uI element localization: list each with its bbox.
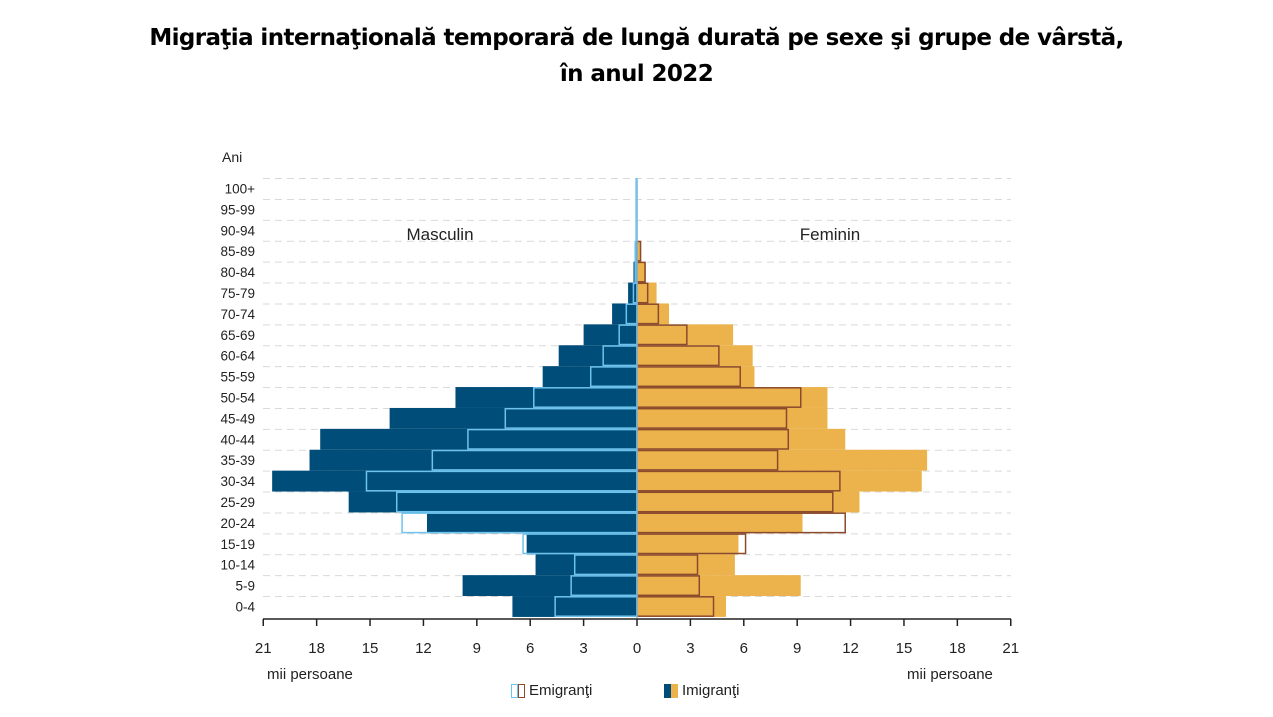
x-tick-label: 6	[740, 640, 748, 657]
bar-immigrant-male	[348, 491, 637, 513]
bar-immigrant-male	[389, 407, 637, 429]
y-tick-label: 45-49	[220, 411, 255, 426]
bar-immigrant-female	[637, 449, 928, 471]
legend-label-imigranti: Imigranţi	[682, 682, 740, 699]
x-tick-label: 9	[473, 640, 481, 657]
x-tick-label: 21	[255, 640, 272, 657]
y-tick-label: 65-69	[220, 328, 255, 343]
bar-immigrant-male	[635, 240, 637, 262]
bar-immigrant-female	[637, 512, 803, 534]
y-tick-label: 25-29	[220, 495, 255, 510]
y-tick-label: 95-99	[220, 202, 255, 217]
y-tick-label: 30-34	[220, 474, 255, 489]
y-tick-label: 15-19	[220, 537, 255, 552]
legend-swatch-immigrant-male	[664, 683, 671, 698]
y-tick-label: 0-4	[235, 600, 255, 615]
y-tick-label: 90-94	[220, 223, 255, 238]
legend: Emigranţi Imigranţi	[0, 682, 1273, 702]
x-tick-label: 3	[579, 640, 587, 657]
x-tick-label: 3	[686, 640, 694, 657]
y-tick-label: 70-74	[220, 307, 255, 322]
bar-immigrant-male	[612, 303, 637, 325]
bar-immigrant-female	[637, 575, 801, 597]
bar-immigrant-female	[637, 387, 828, 408]
bar-immigrant-female	[637, 533, 739, 555]
y-tick-label: 55-59	[220, 370, 255, 385]
x-tick-label: 18	[949, 640, 966, 657]
y-tick-label: 10-14	[220, 558, 255, 573]
y-tick-label: 60-64	[220, 349, 255, 364]
bar-immigrant-male	[535, 554, 637, 576]
x-tick-label: 21	[1002, 640, 1019, 657]
x-tick-label: 12	[415, 640, 432, 657]
bar-immigrant-male	[526, 533, 637, 555]
bar-immigrant-female	[637, 554, 735, 576]
legend-swatch-emigrant-female	[518, 683, 525, 698]
x-tick-label: 18	[308, 640, 325, 657]
bar-immigrant-female	[637, 596, 726, 617]
chart-title: Migraţia internaţională temporară de lun…	[0, 20, 1273, 92]
bar-immigrant-male	[309, 449, 637, 471]
y-tick-label: 100+	[225, 182, 256, 197]
bar-immigrant-female	[637, 261, 646, 283]
chart-title-line-1: Migraţia internaţională temporară de lun…	[149, 25, 1124, 51]
y-tick-label: 35-39	[220, 453, 255, 468]
legend-item-imigranti: Imigranţi	[664, 682, 740, 699]
bar-immigrant-male	[512, 596, 637, 617]
bar-immigrant-female	[637, 407, 828, 429]
bar-immigrant-male	[583, 324, 637, 346]
side-label-feminin: Feminin	[800, 225, 860, 244]
x-tick-label: 15	[362, 640, 379, 657]
y-tick-label: 80-84	[220, 265, 255, 280]
bar-immigrant-female	[637, 366, 755, 388]
bar-immigrant-male	[320, 428, 637, 450]
x-tick-label: 15	[896, 640, 913, 657]
x-tick-label: 0	[633, 640, 641, 657]
bar-immigrant-male	[272, 470, 637, 492]
y-tick-label: 5-9	[235, 579, 255, 594]
bar-immigrant-male	[542, 366, 637, 388]
legend-swatch-emigrant-male	[511, 683, 518, 698]
bar-immigrant-female	[637, 303, 670, 325]
x-axis-unit-left: mii persoane	[267, 666, 353, 683]
y-tick-label: 20-24	[220, 516, 255, 531]
legend-swatch-immigrant-female	[671, 683, 678, 698]
chart-title-line-2: în anul 2022	[559, 61, 714, 87]
bar-immigrant-male	[426, 512, 637, 534]
x-tick-label: 12	[842, 640, 859, 657]
x-tick-label: 6	[526, 640, 534, 657]
x-axis-unit-right: mii persoane	[907, 666, 993, 683]
bar-immigrant-female	[637, 470, 922, 492]
bar-immigrant-female	[637, 491, 860, 513]
bar-immigrant-female	[637, 282, 657, 304]
x-tick-label: 9	[793, 640, 801, 657]
bar-immigrant-female	[637, 240, 641, 262]
bar-immigrant-female	[637, 428, 846, 450]
legend-item-emigranti: Emigranţi	[511, 682, 592, 699]
bar-immigrant-male	[462, 575, 637, 597]
legend-label-emigranti: Emigranţi	[529, 682, 593, 699]
y-tick-label: 85-89	[220, 244, 255, 259]
side-label-masculin: Masculin	[406, 225, 473, 244]
bar-immigrant-female	[637, 324, 734, 346]
bar-immigrant-male	[558, 345, 637, 367]
y-axis-title: Ani	[222, 149, 242, 165]
y-tick-label: 40-44	[220, 432, 255, 447]
bar-immigrant-female	[637, 345, 753, 367]
bar-immigrant-male	[455, 387, 637, 408]
bar-immigrant-male	[628, 282, 637, 304]
y-tick-label: 50-54	[220, 391, 255, 406]
y-tick-label: 75-79	[220, 286, 255, 301]
